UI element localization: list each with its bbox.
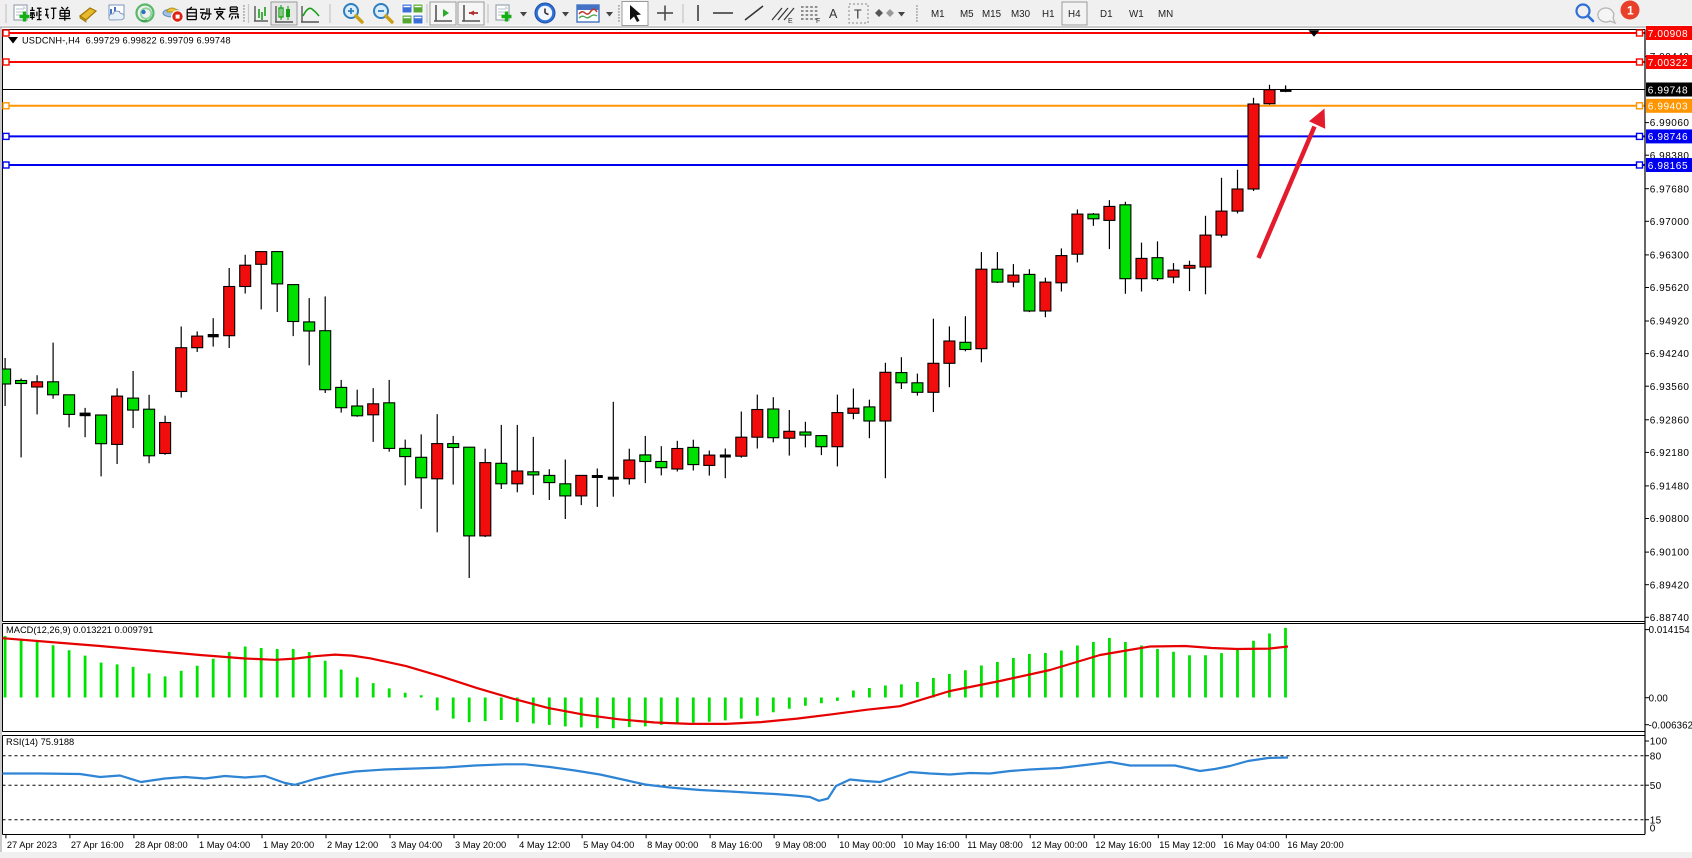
svg-text:F: F — [816, 18, 820, 25]
svg-text:80: 80 — [1650, 751, 1662, 762]
svg-text:M1: M1 — [931, 9, 945, 20]
svg-text:6.99060: 6.99060 — [1650, 118, 1690, 129]
svg-text:6.90800: 6.90800 — [1650, 514, 1690, 525]
svg-text:5 May 04:00: 5 May 04:00 — [583, 840, 634, 850]
svg-text:RSI(14) 75.9188: RSI(14) 75.9188 — [6, 737, 74, 747]
svg-text:6.99748: 6.99748 — [1648, 85, 1688, 96]
svg-text:27 Apr 16:00: 27 Apr 16:00 — [71, 840, 124, 850]
svg-text:0.00: 0.00 — [1649, 693, 1669, 704]
svg-text:USDCNH-,H4 6.99729 6.99822 6.: USDCNH-,H4 6.99729 6.99822 6.99709 6.997… — [22, 36, 231, 46]
svg-text:6.89420: 6.89420 — [1650, 580, 1690, 591]
svg-text:16 May 20:00: 16 May 20:00 — [1287, 840, 1343, 850]
svg-text:12 May 16:00: 12 May 16:00 — [1095, 840, 1151, 850]
svg-text:12 May 00:00: 12 May 00:00 — [1031, 840, 1087, 850]
svg-text:6.90100: 6.90100 — [1650, 548, 1690, 559]
svg-text:6.92180: 6.92180 — [1650, 448, 1690, 459]
svg-text:4 May 12:00: 4 May 12:00 — [519, 840, 570, 850]
svg-text:-0.006362: -0.006362 — [1649, 720, 1692, 731]
svg-text:M30: M30 — [1011, 9, 1031, 20]
svg-text:0.014154: 0.014154 — [1649, 625, 1691, 636]
svg-text:6.94920: 6.94920 — [1650, 317, 1690, 328]
svg-text:11 May 08:00: 11 May 08:00 — [967, 840, 1023, 850]
svg-text:H4: H4 — [1068, 9, 1081, 20]
svg-text:6.95620: 6.95620 — [1650, 283, 1690, 294]
svg-text:8 May 16:00: 8 May 16:00 — [711, 840, 762, 850]
svg-text:1 May 04:00: 1 May 04:00 — [199, 840, 250, 850]
svg-text:9 May 08:00: 9 May 08:00 — [775, 840, 826, 850]
svg-text:6.92860: 6.92860 — [1650, 415, 1690, 426]
svg-text:100: 100 — [1650, 737, 1668, 748]
svg-text:10 May 00:00: 10 May 00:00 — [839, 840, 895, 850]
svg-text:1: 1 — [1627, 4, 1634, 18]
svg-text:27 Apr 2023: 27 Apr 2023 — [7, 840, 57, 850]
svg-text:15 May 12:00: 15 May 12:00 — [1159, 840, 1215, 850]
svg-text:6.98746: 6.98746 — [1648, 132, 1688, 143]
svg-text:E: E — [788, 18, 793, 25]
svg-text:6.96300: 6.96300 — [1650, 251, 1690, 262]
svg-text:6.98380: 6.98380 — [1650, 151, 1690, 162]
svg-text:M5: M5 — [960, 9, 974, 20]
svg-text:16 May 04:00: 16 May 04:00 — [1223, 840, 1279, 850]
svg-text:W1: W1 — [1129, 9, 1144, 20]
svg-text:MN: MN — [1158, 9, 1173, 20]
svg-text:D1: D1 — [1100, 9, 1113, 20]
svg-text:6.91480: 6.91480 — [1650, 482, 1690, 493]
svg-text:7.00908: 7.00908 — [1648, 29, 1688, 40]
svg-text:15: 15 — [1650, 815, 1662, 826]
svg-text:6.94240: 6.94240 — [1650, 349, 1690, 360]
svg-text:6.93560: 6.93560 — [1650, 382, 1690, 393]
svg-text:6.98165: 6.98165 — [1648, 161, 1688, 172]
svg-text:6.99403: 6.99403 — [1648, 102, 1688, 113]
svg-text:2 May 12:00: 2 May 12:00 — [327, 840, 378, 850]
svg-text:T: T — [854, 8, 862, 22]
svg-text:0: 0 — [1650, 824, 1656, 835]
svg-text:1 May 20:00: 1 May 20:00 — [263, 840, 314, 850]
svg-text:7.00322: 7.00322 — [1648, 58, 1688, 69]
svg-text:6.88740: 6.88740 — [1650, 613, 1690, 624]
svg-text:M15: M15 — [982, 9, 1002, 20]
svg-text:6.97000: 6.97000 — [1650, 217, 1690, 228]
svg-text:6.97680: 6.97680 — [1650, 184, 1690, 195]
svg-text:28 Apr 08:00: 28 Apr 08:00 — [135, 840, 188, 850]
svg-text:10 May 16:00: 10 May 16:00 — [903, 840, 959, 850]
svg-text:A: A — [829, 7, 838, 21]
svg-text:50: 50 — [1650, 781, 1662, 792]
svg-text:3 May 20:00: 3 May 20:00 — [455, 840, 506, 850]
svg-text:3 May 04:00: 3 May 04:00 — [391, 840, 442, 850]
svg-text:8 May 00:00: 8 May 00:00 — [647, 840, 698, 850]
svg-text:H1: H1 — [1042, 9, 1055, 20]
svg-text:MACD(12,26,9) 0.013221 0.00979: MACD(12,26,9) 0.013221 0.009791 — [6, 625, 153, 635]
